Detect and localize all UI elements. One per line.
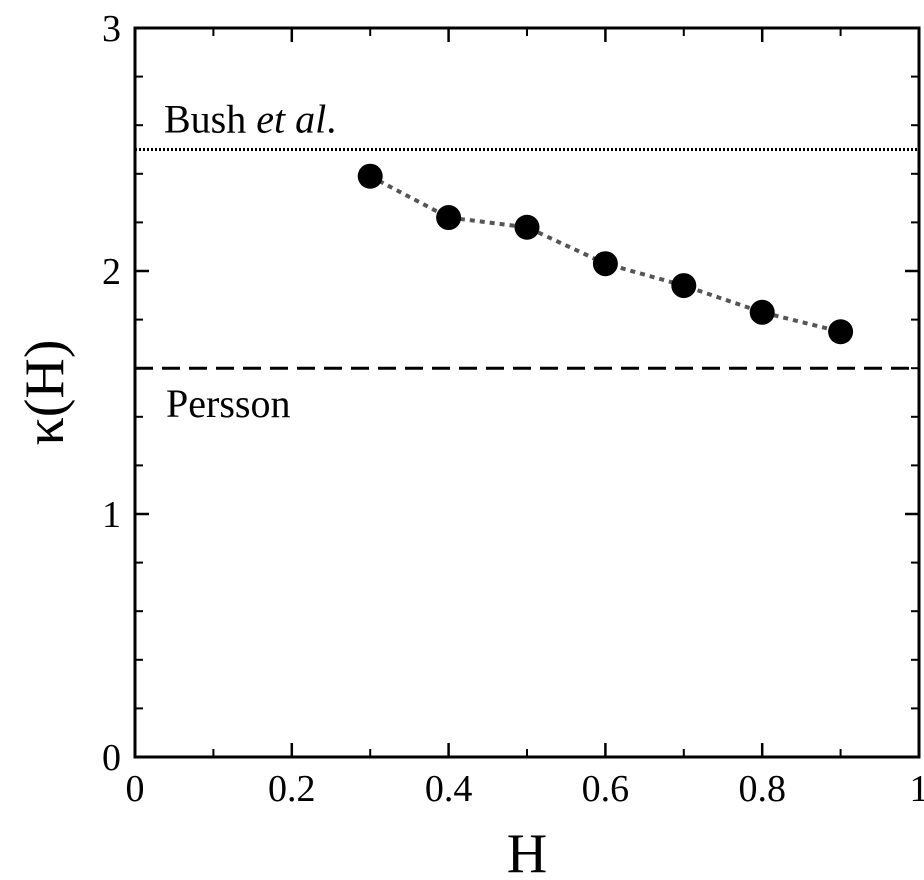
x-tick-label-0: 0 [126, 768, 145, 810]
x-tick-label-2: 0.4 [425, 768, 473, 810]
x-axis-label: H [507, 823, 547, 880]
data-point-6 [828, 319, 854, 345]
y-tick-label-3: 3 [102, 8, 121, 50]
reference-label-persson: Persson [166, 381, 290, 426]
data-point-1 [436, 205, 462, 231]
reference-lines [135, 148, 919, 370]
data-point-4 [671, 273, 697, 299]
data-point-3 [592, 251, 618, 277]
data-series [357, 163, 854, 345]
x-tick-label-3: 0.6 [582, 768, 630, 810]
tick-labels: 0 0.2 0.4 0.6 0.8 1 0 1 2 3 [102, 8, 924, 810]
x-tick-label-4: 0.8 [738, 768, 786, 810]
x-tick-label-5: 1 [910, 768, 924, 810]
reference-label-bush-suffix: . [326, 97, 336, 142]
reference-label-bush: Bush et al. [164, 97, 336, 142]
reference-label-bush-prefix: Bush [164, 97, 256, 142]
reference-label-bush-italic: et al [256, 97, 326, 142]
y-tick-label-0: 0 [102, 737, 121, 779]
plot-frame [133, 26, 921, 759]
y-tick-label-1: 1 [102, 494, 121, 536]
x-tick-label-1: 0.2 [268, 768, 316, 810]
y-axis-label: κ(H) [14, 340, 76, 446]
y-tick-label-2: 2 [102, 251, 121, 293]
data-point-2 [514, 214, 540, 240]
data-point-5 [749, 299, 775, 325]
data-point-0 [357, 163, 383, 189]
